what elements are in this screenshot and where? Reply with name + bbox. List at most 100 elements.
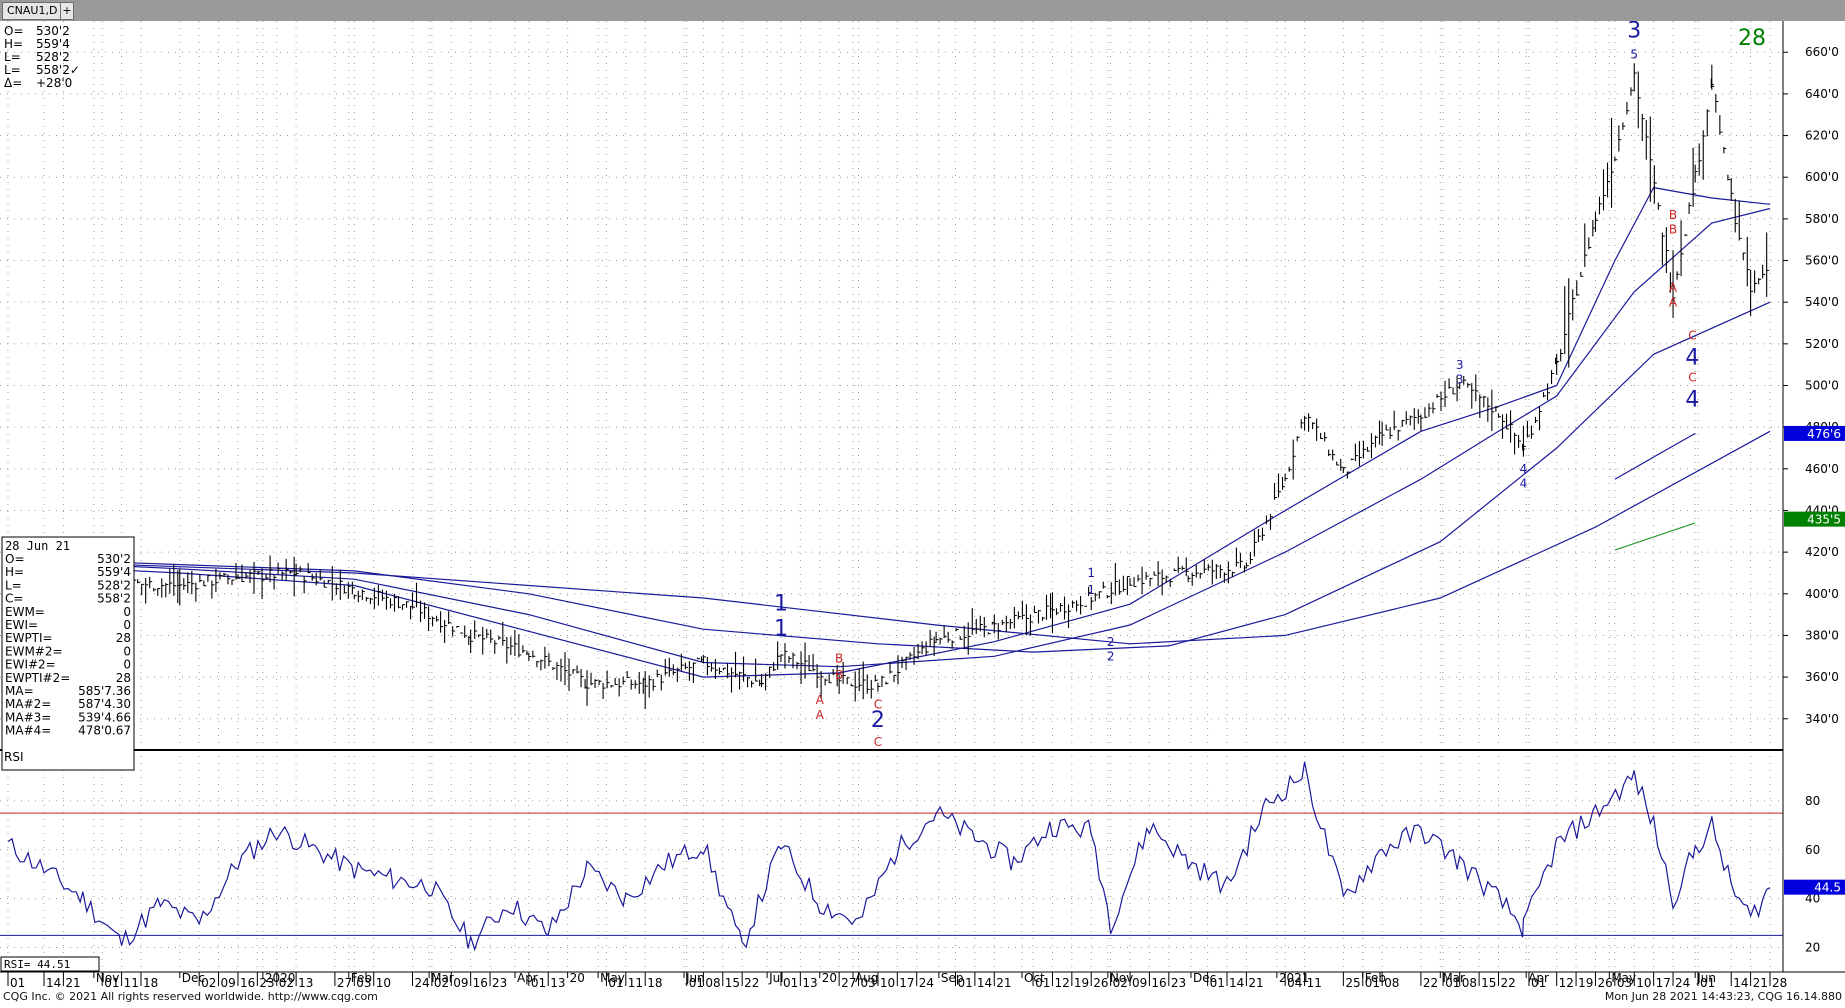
info-row-label: EWM= [5,605,45,619]
wave-label: C [1688,329,1696,343]
date-tick-label: 03 [861,976,876,989]
date-tick-label: 14 [1229,976,1244,989]
date-tick-label: 01 [10,976,25,989]
wave-label: 2 [1107,635,1115,649]
date-tick-label: 18 [143,976,158,989]
date-tick-label: 12 [1559,976,1574,989]
price-badges: 476'6 435'5 44.5 [1784,425,1845,895]
date-tick-label: 18 [647,976,662,989]
date-tick-label: 19 [1578,976,1593,989]
info-row-label: H= [5,565,24,579]
date-tick-label: 23 [259,976,274,989]
date-tick-label: 01 [957,976,972,989]
price-tick-label: 540'0 [1805,295,1839,309]
price-tick-label: 640'0 [1805,87,1839,101]
date-tick-label: 17 [899,976,914,989]
day-counter: 28 [1738,26,1766,51]
date-tick-label: 01 [1531,976,1546,989]
wave-label: B [1669,208,1677,222]
wave-label: A [816,693,825,707]
date-tick-label: 17 [1656,976,1671,989]
date-tick-label: 22 [744,976,759,989]
date-tick-label: 22 [1500,976,1515,989]
date-tick-label: 03 [1617,976,1632,989]
wave-label: 1 [1087,566,1095,580]
date-tick-label: 01 [608,976,623,989]
info-row-value: 559'4 [97,565,131,579]
date-tick-label: May [1611,971,1636,985]
price-tick-label: 400'0 [1805,587,1839,601]
ohlc-last-label: L= [4,63,21,77]
date-tick-label: 21 [1753,976,1768,989]
channel-line-2 [1614,522,1696,551]
wave-label: 1 [1087,583,1095,597]
wave-label: 4 [1685,387,1699,412]
date-tick-label: 27 [841,976,856,989]
price-tick-label: 340'0 [1805,712,1839,726]
add-tab-button[interactable]: + [60,2,74,20]
ohlc-high-value: 559'4 [36,37,70,51]
date-tick-label: 26 [1597,976,1612,989]
copyright-text: CQG Inc. © 2021 All rights reserved worl… [3,990,378,1003]
date-tick-label: 2021 [1279,971,1310,985]
date-tick-label: 25 [1345,976,1360,989]
moving-averages [7,186,1771,678]
price-badge: 435'5 [1807,513,1841,527]
date-tick-label: Jun [685,971,705,985]
wave-label: B [835,652,843,666]
ohlc-low-label: L= [4,50,21,64]
price-tick-label: 500'0 [1805,379,1839,393]
date-tick-label: 14 [46,976,61,989]
info-row-value: 558'2 [97,592,131,606]
rsi-line [7,761,1771,952]
wave-label: 2 [871,708,885,733]
wave-label: 5 [1630,47,1638,61]
date-tick-label: 24 [414,976,429,989]
date-tick-label: 13 [298,976,313,989]
price-tick-label: 620'0 [1805,129,1839,143]
info-row-label: MA= [5,684,34,698]
date-tick-label: Nov [1110,971,1133,985]
wave-label: A [816,708,825,722]
date-tick-label: 01 [1365,976,1380,989]
chart-background [0,21,1845,989]
date-tick-label: 24 [919,976,934,989]
date-tick-label: 08 [1384,976,1399,989]
moving-average-1 [7,186,1771,678]
date-tick-label: 02 [1113,976,1128,989]
date-tick-label: Jul [768,971,783,985]
tab-symbol[interactable]: CNAU1,D [2,2,63,20]
date-tick-label: 09 [221,976,236,989]
rsi-badge-bg [1784,879,1845,895]
info-row-value: 0 [123,644,131,658]
info-row-value: 0 [123,605,131,619]
wave-label: 1 [774,616,788,641]
price-axis: 340'0360'0380'0400'0420'0440'0460'0480'0… [1783,45,1839,726]
info-row-value: 539'4.66 [78,710,131,724]
info-row-label: EWI= [5,618,38,632]
date-tick-label: Aug [855,971,878,985]
moving-average-4 [7,430,1771,645]
date-tick-label: 16 [473,976,488,989]
wave-label: 1 [774,591,788,616]
date-tick-label: 08 [705,976,720,989]
info-row-value: 28 [116,631,131,645]
ohlc-header: O= 530'2 H= 559'4 L= 528'2 L= 558'2✓ Δ= … [4,24,80,90]
date-tick-label: 19 [1074,976,1089,989]
wave-label: C [874,735,882,749]
price-tick-label: 380'0 [1805,628,1839,642]
date-tick-label: 02 [434,976,449,989]
date-tick-label: 20 [822,971,837,985]
info-row-value: 585'7.36 [78,684,131,698]
date-tick-label: 16 [240,976,255,989]
date-tick-label: 10 [1636,976,1651,989]
date-tick-label: 20 [570,971,585,985]
info-row-value: 0 [123,658,131,672]
date-tick-label: 10 [880,976,895,989]
date-tick-label: Mar [431,971,454,985]
info-row-value: 0 [123,618,131,632]
date-tick-label: 26 [1093,976,1108,989]
moving-average-3 [7,301,1771,653]
info-row-value: 478'0.67 [78,724,131,738]
